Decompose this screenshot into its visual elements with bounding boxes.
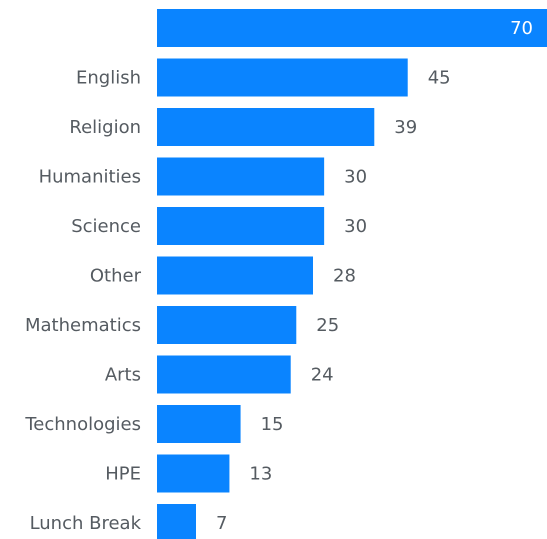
- value-label: 15: [261, 414, 284, 435]
- category-label: Technologies: [24, 414, 141, 435]
- value-label: 30: [344, 216, 367, 237]
- bar: [157, 158, 324, 196]
- category-label: Lunch Break: [30, 513, 142, 534]
- bar: [157, 257, 313, 295]
- category-label: Arts: [105, 365, 141, 386]
- value-label: 28: [333, 266, 356, 287]
- bar: [157, 207, 324, 245]
- value-label: 30: [344, 167, 367, 188]
- value-label: 39: [394, 117, 417, 138]
- category-label: Religion: [69, 117, 141, 138]
- category-label: Humanities: [39, 167, 141, 188]
- value-label: 45: [428, 68, 451, 89]
- value-label: 7: [216, 513, 227, 534]
- bar: [157, 108, 374, 146]
- value-label: 24: [311, 365, 334, 386]
- value-label: 25: [316, 315, 339, 336]
- value-label: 70: [510, 18, 533, 39]
- bar: [157, 504, 196, 539]
- bar: [157, 455, 229, 493]
- category-label: English: [76, 68, 141, 89]
- value-label: 13: [249, 464, 272, 485]
- bar: [157, 405, 241, 443]
- category-label: HPE: [105, 464, 141, 485]
- bar: [157, 306, 296, 344]
- category-label: Other: [90, 266, 142, 287]
- category-label: Science: [71, 216, 141, 237]
- category-label: Mathematics: [25, 315, 141, 336]
- bar: [157, 9, 547, 47]
- bar: [157, 59, 408, 97]
- bar: [157, 356, 291, 394]
